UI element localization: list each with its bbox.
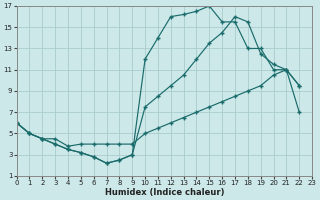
X-axis label: Humidex (Indice chaleur): Humidex (Indice chaleur): [105, 188, 224, 197]
